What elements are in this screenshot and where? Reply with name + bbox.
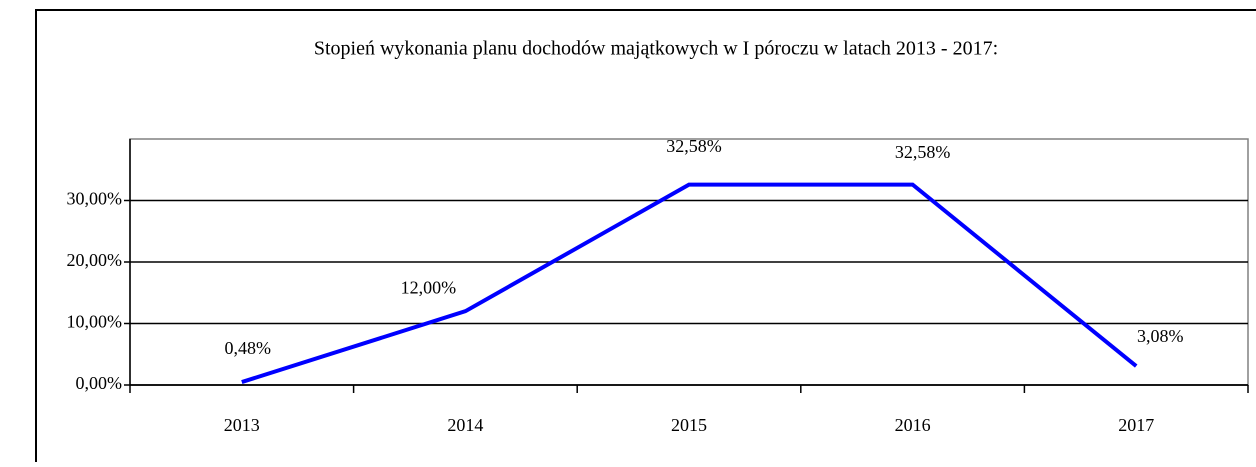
data-label: 12,00% <box>401 277 457 297</box>
y-tick-label: 20,00% <box>67 250 123 270</box>
y-tick-label: 0,00% <box>76 373 123 393</box>
x-tick-label: 2015 <box>671 415 707 435</box>
data-label: 0,48% <box>225 338 272 358</box>
x-tick-label: 2017 <box>1118 415 1154 435</box>
x-tick-label: 2014 <box>447 415 483 435</box>
data-label: 32,58% <box>895 142 951 162</box>
data-label: 32,58% <box>666 136 722 156</box>
y-tick-label: 30,00% <box>67 189 123 209</box>
chart-title: Stopień wykonania planu dochodów majątko… <box>314 38 998 60</box>
data-line <box>241 182 1138 384</box>
x-tick-label: 2013 <box>224 415 260 435</box>
x-tick-label: 2016 <box>895 415 931 435</box>
y-tick-label: 10,00% <box>67 312 123 332</box>
data-label: 3,08% <box>1137 326 1184 346</box>
